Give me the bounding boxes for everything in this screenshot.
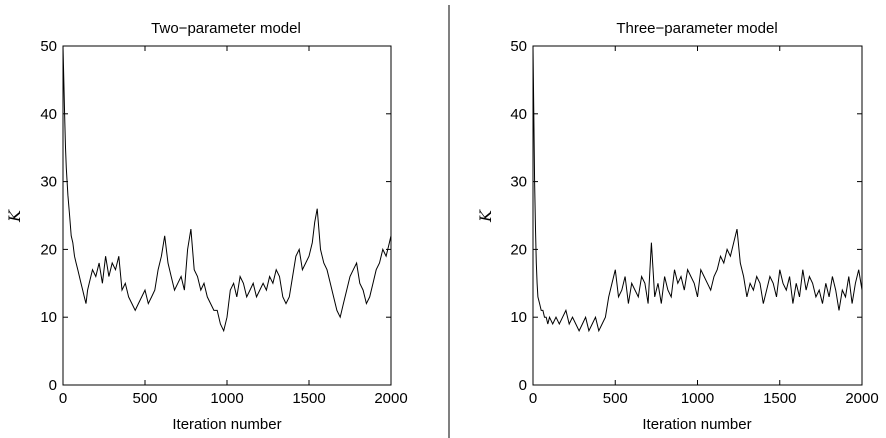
y-tick-label: 0 bbox=[519, 377, 527, 394]
y-tick-label: 50 bbox=[40, 38, 57, 55]
y-axis-label: K bbox=[5, 209, 24, 223]
y-tick-label: 40 bbox=[40, 106, 57, 123]
y-tick-label: 0 bbox=[49, 377, 57, 394]
chart-three-parameter: Three−parameter model 0 10 20 30 40 50 0 500 10… bbox=[476, 20, 879, 433]
plot-frame bbox=[532, 45, 863, 386]
x-tick-label: 500 bbox=[603, 390, 628, 407]
y-tick-label: 10 bbox=[510, 309, 527, 326]
x-axis: 0 500 1000 1500 2000 bbox=[59, 46, 408, 407]
x-axis-label: Iteration number bbox=[172, 416, 281, 433]
x-axis: 0 500 1000 1500 2000 bbox=[529, 46, 879, 407]
x-tick-label: 1500 bbox=[292, 390, 325, 407]
series-line bbox=[62, 45, 392, 333]
chart-title: Two−parameter model bbox=[151, 20, 301, 37]
x-tick-label: 2000 bbox=[374, 390, 407, 407]
x-axis-label: Iteration number bbox=[642, 416, 751, 433]
x-tick-label: 2000 bbox=[845, 390, 878, 407]
x-tick-label: 1000 bbox=[210, 390, 243, 407]
y-tick-label: 40 bbox=[510, 106, 527, 123]
chart-title: Three−parameter model bbox=[616, 20, 777, 37]
x-tick-label: 0 bbox=[529, 390, 537, 407]
x-tick-label: 1500 bbox=[763, 390, 796, 407]
y-axis: 0 10 20 30 40 50 bbox=[510, 38, 862, 394]
y-tick-label: 50 bbox=[510, 38, 527, 55]
y-tick-label: 20 bbox=[40, 241, 57, 258]
y-axis: 0 10 20 30 40 50 bbox=[40, 38, 391, 394]
y-tick-label: 30 bbox=[510, 174, 527, 191]
chart-two-parameter: Two−parameter model 0 10 20 30 40 50 0 500 1000… bbox=[5, 20, 408, 433]
y-tick-label: 30 bbox=[40, 174, 57, 191]
x-tick-label: 500 bbox=[132, 390, 157, 407]
y-axis-label: K bbox=[476, 209, 495, 223]
x-tick-label: 1000 bbox=[681, 390, 714, 407]
series-line bbox=[532, 45, 863, 333]
y-tick-label: 20 bbox=[510, 241, 527, 258]
plot-frame bbox=[62, 45, 392, 386]
y-tick-label: 10 bbox=[40, 309, 57, 326]
x-tick-label: 0 bbox=[59, 390, 67, 407]
